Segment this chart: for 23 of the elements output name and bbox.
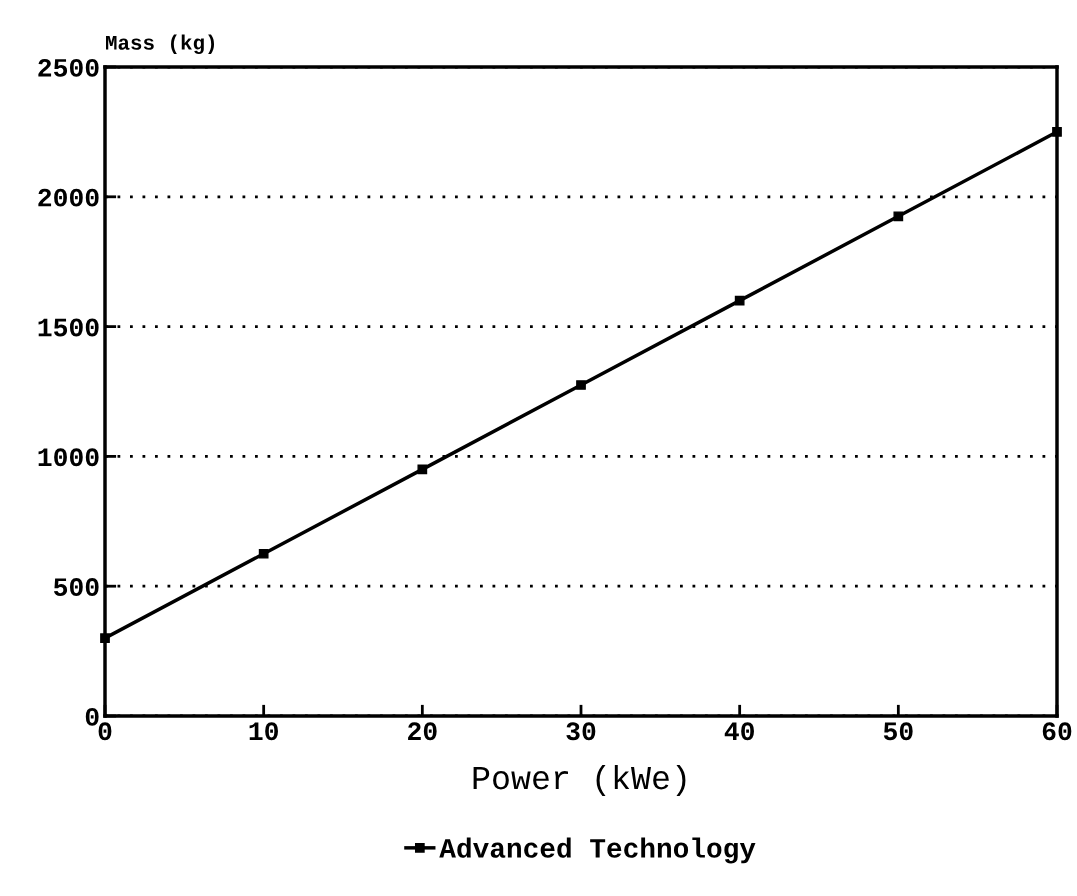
point — [576, 380, 586, 390]
point — [893, 211, 904, 222]
y-tick-label: 2500 — [38, 58, 99, 77]
y-tick-label: 500 — [53, 578, 99, 597]
point — [1052, 127, 1062, 137]
x-tick-label: 30 — [566, 722, 596, 741]
y-tick-label: 2000 — [38, 188, 99, 207]
point — [417, 464, 428, 475]
x-tick-label: 10 — [249, 722, 278, 741]
point — [258, 548, 269, 559]
x-tick-label: 40 — [724, 722, 754, 741]
x-tick-label: 60 — [1042, 722, 1072, 741]
point — [100, 633, 110, 643]
x-tick-label: 0 — [98, 722, 112, 741]
y-tick-label: 0 — [85, 707, 99, 726]
y-axis-title: Mass (kg) — [106, 34, 215, 55]
y-tick-label: 1000 — [38, 448, 99, 467]
legend-label: Advanced Technology — [439, 837, 756, 864]
x-tick-label: 50 — [883, 722, 913, 741]
x-tick-label: 20 — [408, 722, 437, 741]
x-axis-title: Power (kWe) — [473, 764, 686, 796]
y-tick-label: 1500 — [38, 318, 99, 337]
point — [734, 295, 745, 306]
